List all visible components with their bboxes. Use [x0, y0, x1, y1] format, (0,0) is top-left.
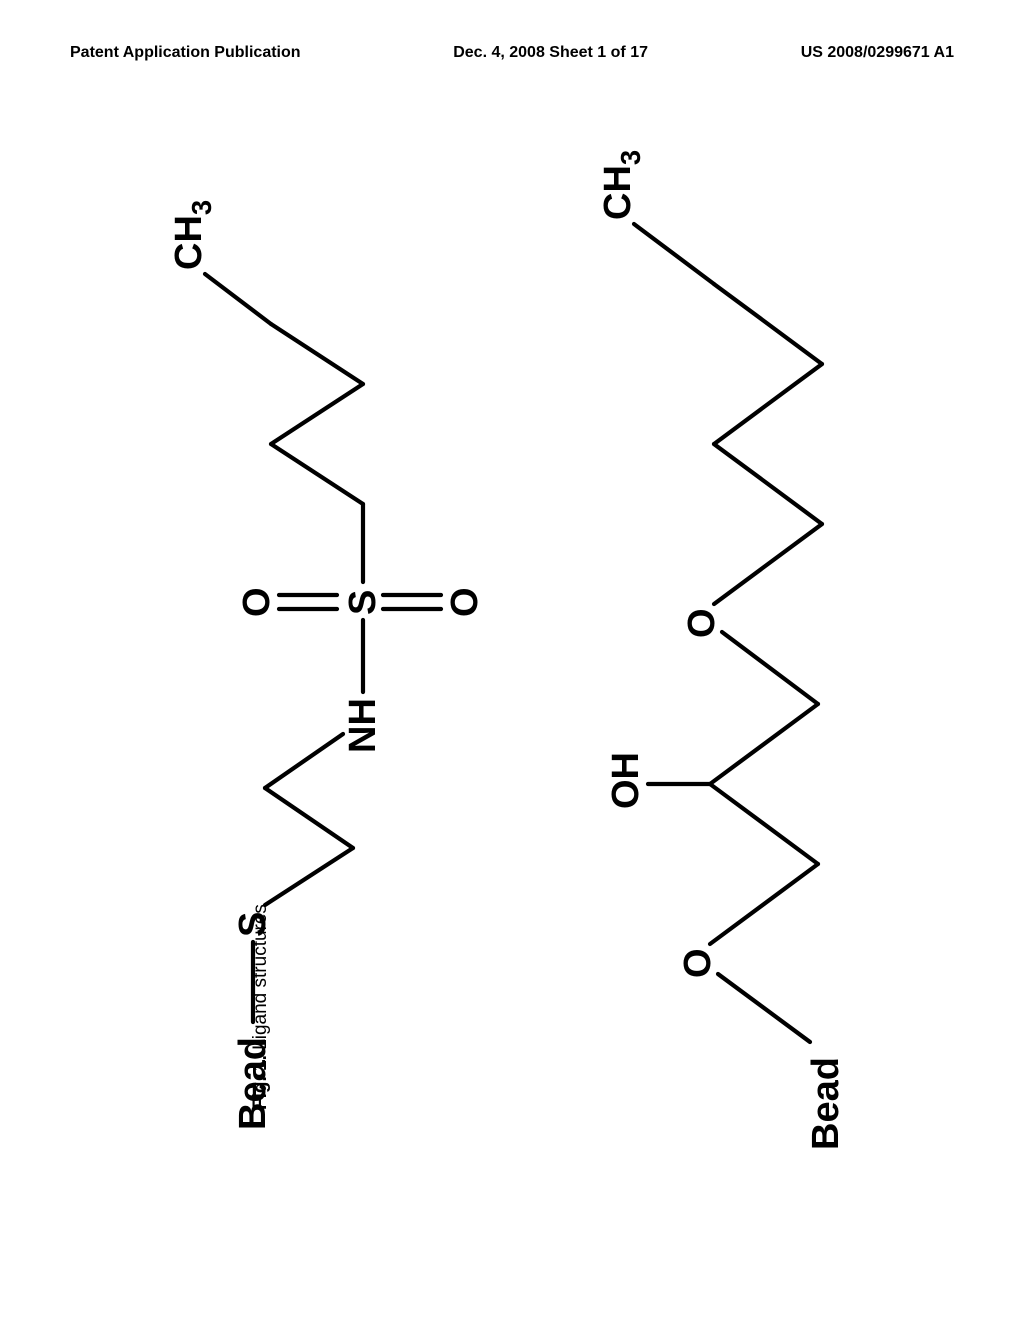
- s1-s-sulf: S: [342, 590, 384, 615]
- caption-label: Fig. 1.: [250, 1055, 271, 1110]
- s2-o-left: O: [677, 948, 719, 978]
- caption-text: Ligand structures: [250, 904, 271, 1050]
- s2-bond-2: [710, 784, 818, 864]
- s2-bond-4: [722, 632, 818, 704]
- s1-ch3: CH3: [168, 200, 217, 270]
- header-center: Dec. 4, 2008 Sheet 1 of 17: [453, 44, 648, 62]
- s2-bond-7: [714, 364, 822, 444]
- s2-bond-6: [714, 444, 822, 524]
- s1-nh: NH: [342, 698, 384, 753]
- s2-bond-1: [710, 864, 818, 944]
- s1-bond-c4: [205, 274, 271, 324]
- structure-1: Bead S NH S O: [168, 200, 486, 1130]
- header-left: Patent Application Publication: [70, 44, 301, 62]
- s1-o-top: O: [236, 587, 278, 617]
- structure-2: Bead O OH O: [597, 150, 847, 1150]
- s2-oh: OH: [605, 752, 647, 809]
- s2-o-mid: O: [681, 608, 723, 638]
- chemical-structures: Bead S NH S O: [110, 120, 910, 1160]
- s2-bead-label: Bead: [805, 1057, 847, 1150]
- page-header: Patent Application Publication Dec. 4, 2…: [0, 44, 1024, 62]
- s2-ch3: CH3: [597, 150, 646, 220]
- s1-o-bottom: O: [444, 587, 486, 617]
- s2-bond-8: [714, 284, 822, 364]
- figure-area: Bead S NH S O: [110, 120, 910, 1160]
- s2-bond-bead-o: [718, 974, 810, 1042]
- s1-bond-c2: [271, 384, 363, 444]
- s1-bond-c3: [271, 324, 363, 384]
- s1-bond-2: [265, 788, 353, 848]
- s2-bond-3: [710, 704, 818, 784]
- s2-bond-5: [714, 524, 822, 604]
- figure-caption: Fig. 1. Ligand structures: [250, 904, 272, 1110]
- s1-bond-3: [265, 734, 343, 788]
- s2-bond-9: [634, 224, 714, 284]
- s1-bond-1: [265, 848, 353, 905]
- s1-bond-c1: [271, 444, 363, 504]
- header-right: US 2008/0299671 A1: [801, 44, 954, 62]
